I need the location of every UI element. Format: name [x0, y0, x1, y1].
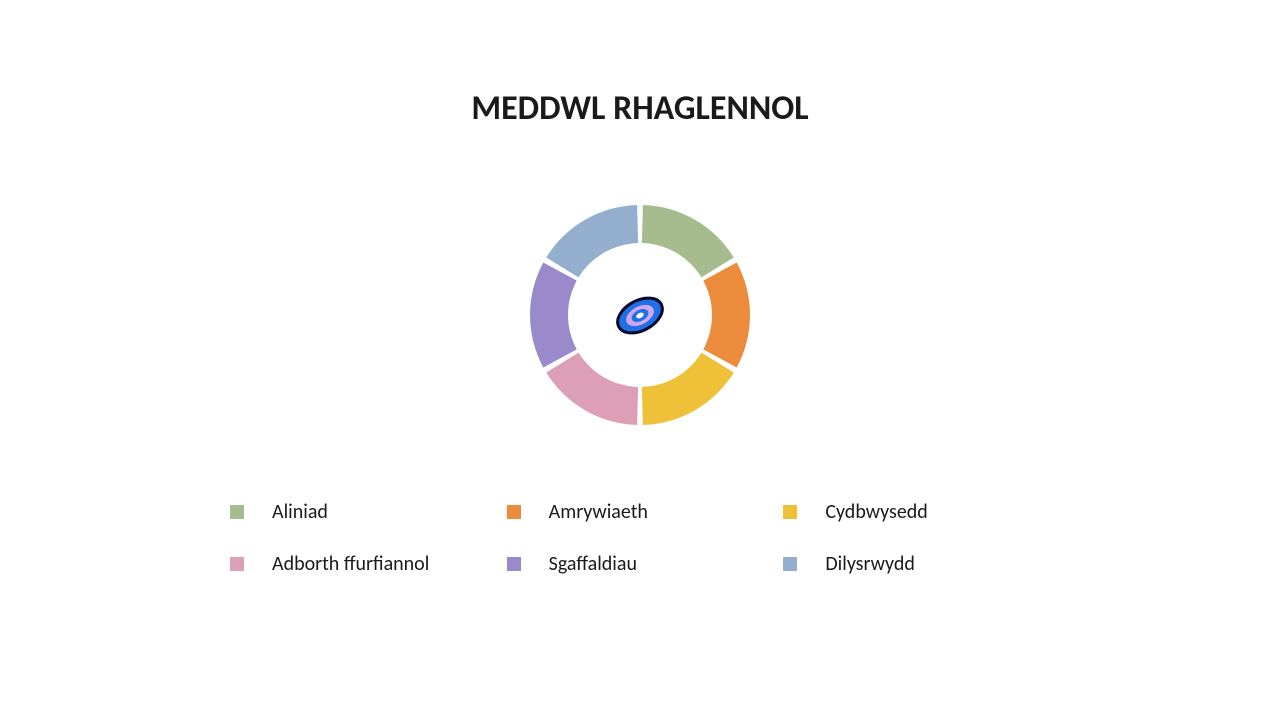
donut-segment [530, 263, 577, 368]
legend-swatch [507, 557, 521, 571]
legend-label: Adborth ffurfiannol [272, 552, 429, 576]
legend-swatch [230, 557, 244, 571]
legend-swatch [783, 557, 797, 571]
donut-segment [642, 205, 734, 277]
donut-segment [703, 263, 750, 368]
legend-label: Amrywiaeth [549, 500, 648, 524]
legend-swatch [230, 505, 244, 519]
legend-item: Sgaffaldiau [507, 552, 774, 576]
legend-label: Cydbwysedd [825, 500, 927, 524]
legend-swatch [783, 505, 797, 519]
legend-item: Amrywiaeth [507, 500, 774, 524]
legend-item: Adborth ffurfiannol [230, 552, 497, 576]
donut-chart [525, 200, 755, 435]
donut-segment [642, 353, 734, 425]
donut-segment [546, 353, 638, 425]
page-title: MEDDWL RHAGLENNOL [0, 88, 1280, 129]
galaxy-icon [612, 287, 668, 348]
legend-label: Dilysrwydd [825, 552, 915, 576]
legend: Aliniad Amrywiaeth Cydbwysedd Adborth ff… [230, 500, 1050, 576]
legend-item: Aliniad [230, 500, 497, 524]
legend-item: Dilysrwydd [783, 552, 1050, 576]
donut-segment [546, 205, 638, 277]
legend-swatch [507, 505, 521, 519]
legend-label: Sgaffaldiau [549, 552, 637, 576]
legend-item: Cydbwysedd [783, 500, 1050, 524]
legend-label: Aliniad [272, 500, 328, 524]
